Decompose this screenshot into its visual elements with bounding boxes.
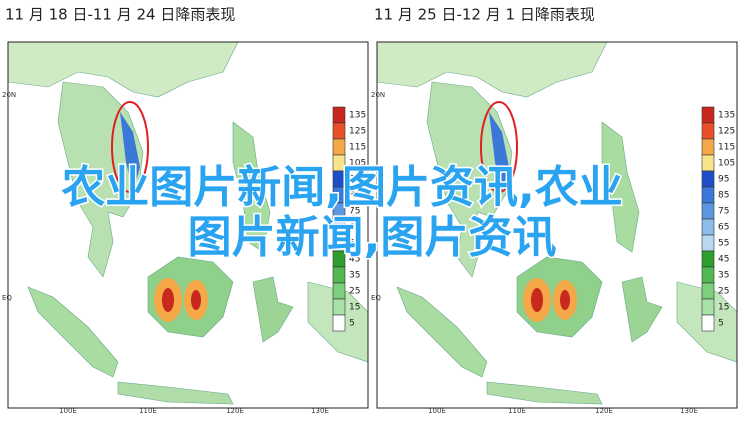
panel-title: 11 月 18 日-11 月 24 日降雨表现 [5, 6, 235, 24]
colorbar-label: 5 [718, 319, 724, 329]
colorbar-box [701, 298, 715, 316]
colorbar-box [701, 266, 715, 284]
colorbar-label: 65 [349, 223, 360, 233]
lat-label: 20N [371, 91, 385, 99]
lat-label: 20N [2, 91, 16, 99]
colorbar-box [701, 314, 715, 332]
colorbar-label: 15 [349, 303, 360, 313]
colorbar-box [701, 122, 715, 140]
colorbar-box [332, 282, 346, 300]
colorbar-box [701, 202, 715, 220]
colorbar-label: 25 [349, 287, 360, 297]
lon-label: 120E [595, 407, 613, 415]
overlay-text: 图片新闻,图片资讯 [188, 212, 557, 263]
colorbar-label: 75 [718, 207, 729, 217]
colorbar-box [701, 154, 715, 172]
colorbar-box [701, 186, 715, 204]
colorbar-label: 135 [718, 111, 735, 121]
colorbar-box [701, 138, 715, 156]
colorbar-box [332, 106, 346, 124]
panel-title: 11 月 25 日-12 月 1 日降雨表现 [374, 6, 595, 24]
lon-label: 110E [139, 407, 157, 415]
colorbar-box [701, 250, 715, 268]
lon-label: 130E [311, 407, 329, 415]
colorbar-label: 85 [349, 191, 360, 201]
lon-label: 130E [680, 407, 698, 415]
colorbar-label: 25 [718, 287, 729, 297]
map-frame [7, 41, 369, 409]
lat-label: EQ [371, 294, 381, 302]
lat-label: EQ [2, 294, 12, 302]
colorbar-label: 125 [349, 127, 366, 137]
colorbar-box [701, 234, 715, 252]
map-panel: 20N EQ 100E 110E 120E 130E 135 125 115 105 95 85 75 6… [371, 42, 737, 415]
colorbar-label: 45 [718, 255, 729, 265]
colorbar-label: 105 [349, 159, 366, 169]
overlay-text: 农业图片新闻,图片资讯,农业 [61, 162, 622, 213]
colorbar-label: 35 [349, 271, 360, 281]
colorbar-box [332, 298, 346, 316]
colorbar-label: 125 [718, 127, 735, 137]
colorbar-label: 65 [718, 223, 729, 233]
colorbar-label: 5 [349, 319, 355, 329]
map-panel: 20N EQ 100E 110E 120E 130E 135 125 115 105 95 85 75 6… [2, 42, 368, 415]
colorbar-label: 45 [349, 255, 360, 265]
colorbar-box [701, 170, 715, 188]
colorbar-label: 105 [718, 159, 735, 169]
colorbar-box [332, 314, 346, 332]
colorbar-label: 55 [349, 239, 360, 249]
colorbar-label: 115 [349, 143, 366, 153]
colorbar-box [332, 122, 346, 140]
colorbar-label: 75 [349, 207, 360, 217]
colorbar-box [701, 282, 715, 300]
colorbar-label: 35 [718, 271, 729, 281]
colorbar-box [332, 138, 346, 156]
colorbar-box [701, 106, 715, 124]
colorbar-box [701, 218, 715, 236]
lon-label: 100E [59, 407, 77, 415]
lon-label: 100E [428, 407, 446, 415]
colorbar-label: 135 [349, 111, 366, 121]
colorbar-label: 15 [718, 303, 729, 313]
colorbar-label: 95 [349, 175, 360, 185]
colorbar-label: 95 [718, 175, 729, 185]
colorbar-label: 115 [718, 143, 735, 153]
colorbar-label: 55 [718, 239, 729, 249]
lon-label: 110E [508, 407, 526, 415]
colorbar-box [332, 266, 346, 284]
map-frame [376, 41, 738, 409]
lon-label: 120E [226, 407, 244, 415]
colorbar-label: 85 [718, 191, 729, 201]
